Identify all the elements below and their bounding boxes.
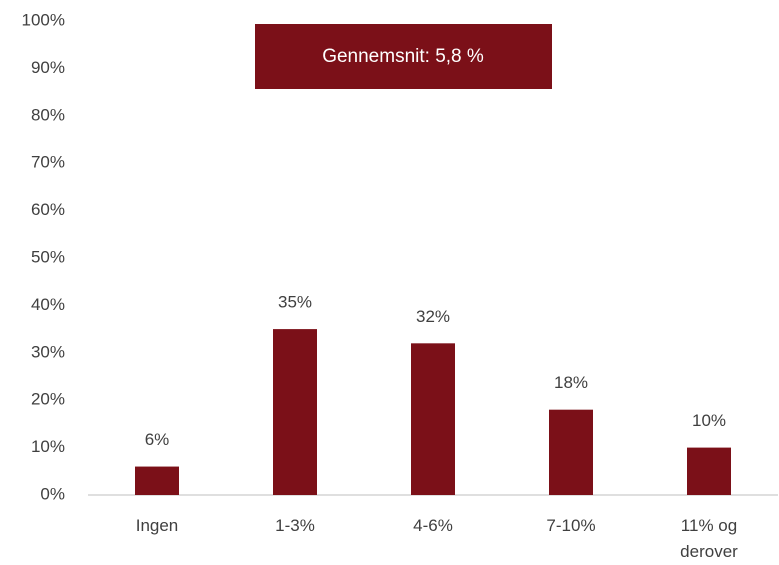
y-tick-label: 30% [31, 342, 65, 361]
y-tick-label: 90% [31, 58, 65, 77]
value-label: 6% [145, 430, 170, 449]
x-tick-label-box: 7-10% [546, 516, 596, 535]
y-tick-label: 60% [31, 200, 65, 219]
x-tick-label-box: 11% og derover [680, 516, 738, 561]
value-label: 35% [278, 293, 312, 312]
x-tick-label-box: Ingen [135, 516, 179, 535]
annotation-box [255, 24, 552, 89]
x-tick-label: 7-10% [546, 516, 596, 535]
y-tick-label: 100% [22, 10, 65, 29]
y-tick-label: 40% [31, 295, 65, 314]
value-label: 32% [416, 307, 450, 326]
y-tick-label: 70% [31, 153, 65, 172]
bar [549, 409, 593, 495]
value-label: 10% [692, 411, 726, 430]
x-tick-label: 1-3% [275, 516, 315, 535]
y-tick-label: 20% [31, 390, 65, 409]
x-tick-label: Ingen [135, 516, 179, 535]
bar [273, 329, 317, 495]
y-tick-label: 50% [31, 247, 65, 266]
bar [687, 447, 731, 495]
x-tick-label-box: 4-6% [413, 516, 453, 535]
annotation: Gennemsnit: 5,8 % [322, 46, 484, 67]
y-tick-label: 0% [40, 484, 65, 503]
x-tick-label: 4-6% [413, 516, 453, 535]
y-tick-label: 10% [31, 437, 65, 456]
bar [411, 343, 455, 495]
x-tick-label-box: 1-3% [275, 516, 315, 535]
y-tick-label: 80% [31, 105, 65, 124]
value-label: 18% [554, 373, 588, 392]
bar [135, 466, 179, 495]
x-tick-label: 11% og derover [680, 516, 738, 561]
